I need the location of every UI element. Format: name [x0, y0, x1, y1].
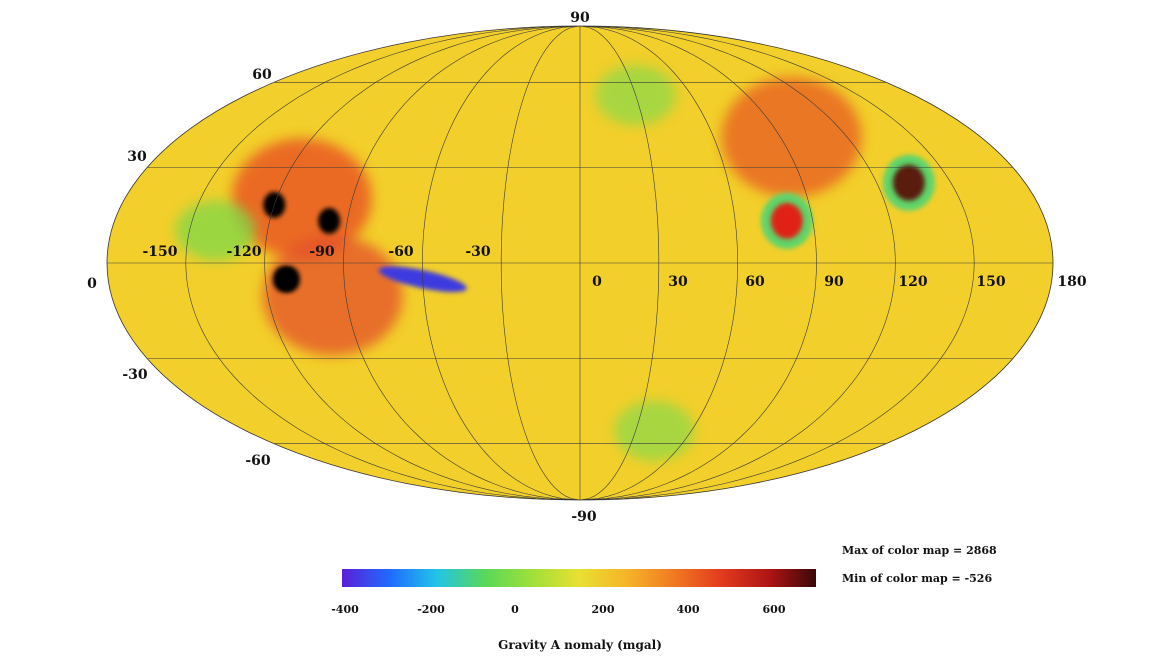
colorbar-tick-200: 200: [592, 603, 615, 616]
map-feature-ring: [770, 202, 803, 239]
colorbar-ramp: [342, 569, 816, 587]
colorbar-tick-minus-400: -400: [331, 603, 359, 616]
lat-label-minus-30: -30: [122, 367, 148, 383]
lon-label-minus-150: -150: [142, 244, 177, 260]
map-feature-ring: [892, 164, 925, 201]
map-feature-low: [614, 400, 695, 461]
lat-label-minus-60: -60: [245, 453, 271, 469]
colorbar: -400 -200 0 200 400 600 Gravity A nomaly…: [331, 569, 816, 652]
lat-label-60: 60: [252, 67, 272, 83]
map-feature-basin: [272, 266, 295, 293]
lat-label-90: 90: [570, 10, 590, 26]
colorbar-tick-minus-200: -200: [417, 603, 445, 616]
lon-label-0: 0: [592, 274, 602, 290]
lon-label-150: 150: [976, 274, 1005, 290]
map-feature-basin: [318, 207, 341, 234]
map-feature-high: [262, 235, 403, 356]
colormap-stats: Max of color map = 2868 Min of color map…: [842, 544, 997, 585]
lon-label-180: 180: [1057, 274, 1086, 290]
mollweide-map: [106, 25, 1054, 501]
lon-label-60: 60: [745, 274, 765, 290]
map-outline: [106, 25, 1054, 501]
min-colormap-text: Min of color map = -526: [842, 572, 992, 585]
max-colormap-text: Max of color map = 2868: [842, 544, 997, 557]
lon-label-minus-90: -90: [309, 244, 335, 260]
colorbar-tick-400: 400: [677, 603, 700, 616]
colorbar-tick-0: 0: [511, 603, 519, 616]
colorbar-tick-600: 600: [763, 603, 786, 616]
longitude-labels: -150 -120 -90 -60 -30 0 30 60 90 120 150…: [142, 244, 1086, 290]
lon-label-minus-30: -30: [465, 244, 491, 260]
lat-label-30: 30: [127, 149, 147, 165]
lon-label-30: 30: [668, 274, 688, 290]
lat-label-minus-90: -90: [571, 509, 597, 525]
map-feature-low: [175, 200, 256, 261]
lon-label-minus-120: -120: [226, 244, 261, 260]
lat-label-0: 0: [87, 276, 97, 292]
lon-label-120: 120: [898, 274, 927, 290]
latitude-labels: 90 60 30 0 -30 -60 -90: [87, 10, 597, 525]
lon-label-90: 90: [824, 274, 844, 290]
lon-label-minus-60: -60: [388, 244, 414, 260]
graticule: [107, 26, 1053, 500]
map-feature-high: [721, 77, 862, 198]
colorbar-title: Gravity A nomaly (mgal): [498, 638, 662, 652]
